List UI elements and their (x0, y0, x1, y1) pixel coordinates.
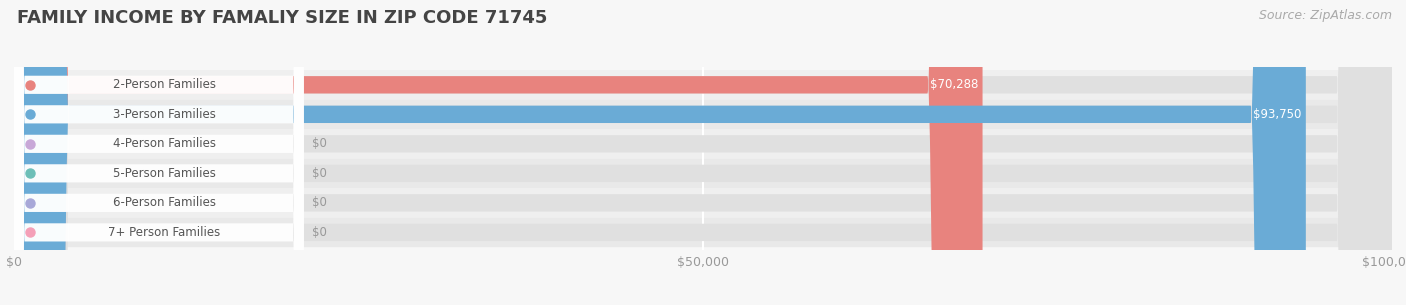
FancyBboxPatch shape (14, 0, 304, 305)
Text: $93,750: $93,750 (1253, 108, 1302, 121)
FancyBboxPatch shape (14, 159, 1392, 188)
FancyBboxPatch shape (14, 0, 1392, 305)
FancyBboxPatch shape (14, 0, 1392, 305)
FancyBboxPatch shape (14, 129, 1392, 159)
Text: FAMILY INCOME BY FAMALIY SIZE IN ZIP CODE 71745: FAMILY INCOME BY FAMALIY SIZE IN ZIP COD… (17, 9, 547, 27)
FancyBboxPatch shape (14, 0, 304, 305)
Text: $0: $0 (312, 226, 326, 239)
Text: $0: $0 (312, 196, 326, 209)
FancyBboxPatch shape (14, 0, 304, 305)
Text: 7+ Person Families: 7+ Person Families (108, 226, 221, 239)
Text: $0: $0 (312, 137, 326, 150)
Text: 4-Person Families: 4-Person Families (112, 137, 217, 150)
Text: Source: ZipAtlas.com: Source: ZipAtlas.com (1258, 9, 1392, 22)
Text: 6-Person Families: 6-Person Families (112, 196, 217, 209)
FancyBboxPatch shape (14, 0, 1392, 305)
FancyBboxPatch shape (14, 0, 1392, 305)
Text: 5-Person Families: 5-Person Families (112, 167, 217, 180)
FancyBboxPatch shape (14, 70, 1392, 99)
FancyBboxPatch shape (14, 0, 1392, 305)
FancyBboxPatch shape (14, 99, 1392, 129)
Text: 2-Person Families: 2-Person Families (112, 78, 217, 91)
FancyBboxPatch shape (14, 0, 304, 305)
Text: $70,288: $70,288 (929, 78, 979, 91)
FancyBboxPatch shape (14, 188, 1392, 218)
FancyBboxPatch shape (14, 0, 983, 305)
FancyBboxPatch shape (14, 218, 1392, 247)
FancyBboxPatch shape (14, 0, 304, 305)
FancyBboxPatch shape (14, 0, 1392, 305)
Text: $0: $0 (312, 167, 326, 180)
Text: 3-Person Families: 3-Person Families (112, 108, 217, 121)
FancyBboxPatch shape (14, 0, 1306, 305)
FancyBboxPatch shape (14, 0, 304, 305)
